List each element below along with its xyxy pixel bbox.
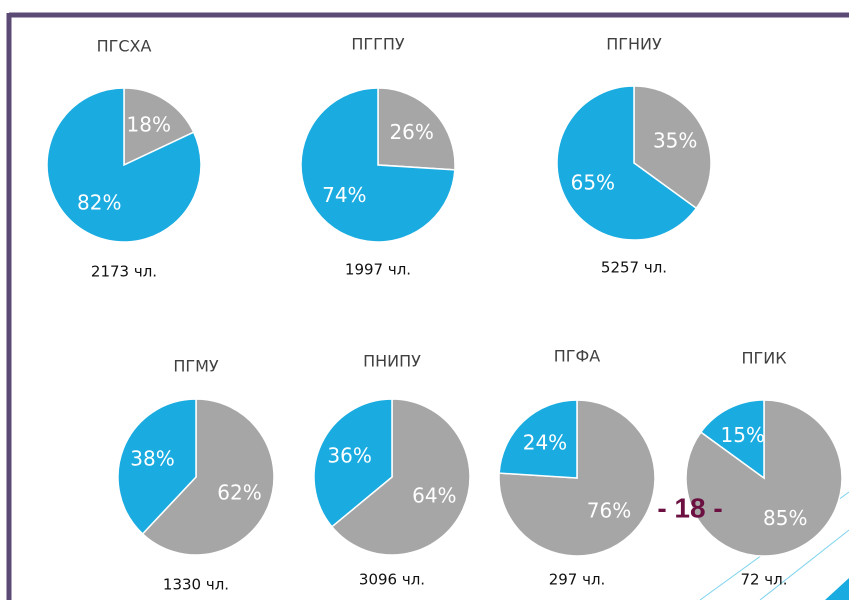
deco-line: [759, 529, 849, 600]
pie-note: 1330 чл.: [163, 576, 229, 594]
slice-label: 35%: [653, 129, 697, 153]
pie-slice: [117, 398, 197, 535]
slice-label: 65%: [571, 170, 615, 194]
pie-slice: [300, 87, 456, 243]
pie-note: 1997 чл.: [345, 261, 411, 279]
pie-note: 3096 чл.: [359, 571, 425, 589]
pie-slice: [123, 87, 195, 167]
pie-slice: [313, 398, 393, 528]
slice-label: 36%: [327, 444, 371, 468]
pie-note: 2173 чл.: [91, 263, 157, 281]
pie-slice: [141, 398, 275, 556]
slice-label: 26%: [389, 120, 433, 144]
pie-title: ПГМУ: [173, 357, 219, 376]
deco-triangle: [825, 578, 849, 600]
pie-slice: [377, 87, 456, 171]
slice-label: 64%: [412, 483, 456, 507]
pie-slice: [498, 399, 578, 479]
pie-slice: [633, 85, 712, 210]
pie-title: ПГФА: [554, 347, 601, 366]
slice-label: 38%: [130, 446, 174, 470]
slice-label: 76%: [587, 499, 631, 523]
slice-label: 74%: [322, 183, 366, 207]
pies: 18% 82% ПГСХА 2173 чл. 26% 74% ПГГПУ 1997 чл. 35…: [46, 35, 843, 594]
pie-note: 297 чл.: [549, 571, 606, 589]
pie-title: ПНИПУ: [363, 352, 421, 371]
pie-title: ПГГПУ: [351, 35, 405, 54]
slice-label: 24%: [523, 430, 567, 454]
slice-label: 85%: [763, 506, 807, 530]
page-number: - 18 -: [657, 492, 722, 523]
pie-slice: [699, 399, 765, 480]
slice-label: 62%: [217, 481, 261, 505]
pie-slice: [46, 87, 202, 243]
pie-note: 72 чл.: [740, 571, 787, 589]
pie-slice: [556, 85, 698, 241]
pie-title: ПГСХА: [97, 37, 152, 56]
pie-slice: [330, 398, 471, 556]
slice-label: 15%: [721, 423, 765, 447]
slice-label: 82%: [77, 191, 121, 215]
pie-note: 5257 чл.: [601, 259, 667, 277]
slice-label: 18%: [127, 112, 171, 136]
pie-title: ПГИК: [741, 349, 787, 368]
pie-title: ПГНИУ: [606, 35, 662, 54]
